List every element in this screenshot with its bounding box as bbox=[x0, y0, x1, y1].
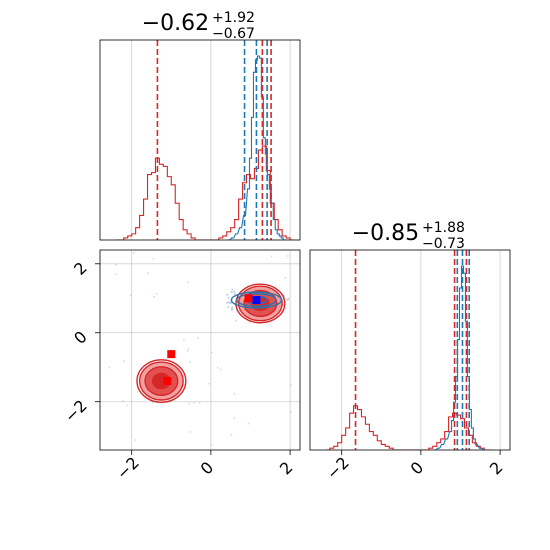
sample-point bbox=[189, 361, 192, 364]
blue-marker-3 bbox=[252, 296, 261, 304]
x-tick-label-0: −2 bbox=[323, 453, 353, 483]
red-cluster-a bbox=[136, 359, 187, 403]
scatter-2d-frame bbox=[99, 249, 301, 451]
sample-point bbox=[231, 288, 234, 291]
sample-point bbox=[247, 422, 250, 425]
sample-point bbox=[123, 360, 126, 363]
sample-point bbox=[230, 433, 233, 436]
scatter-2d-content bbox=[108, 251, 293, 447]
sample-point bbox=[182, 339, 185, 341]
sample-point bbox=[233, 392, 236, 395]
sample-point bbox=[146, 272, 149, 275]
hist-param1-ticks: −2 0 2 bbox=[323, 450, 507, 483]
sample-point bbox=[129, 294, 132, 297]
hist-param1-title: −0.85 +1.88 −0.73 bbox=[352, 217, 470, 252]
blue-hist-series bbox=[227, 55, 288, 240]
hist-param1-grid bbox=[341, 250, 501, 450]
hist-param0-title-plus: +1.92 bbox=[212, 10, 255, 26]
red-marker-0 bbox=[167, 350, 176, 359]
sample-point bbox=[151, 401, 154, 404]
red-cluster-a-contour-3 bbox=[136, 359, 187, 403]
sample-point bbox=[216, 366, 219, 369]
hist-param1-panel: −2 0 2 bbox=[309, 249, 511, 483]
sample-point bbox=[219, 368, 222, 371]
sample-point bbox=[115, 263, 117, 266]
hist-param0-grid bbox=[131, 40, 291, 240]
hist-param1-title-median: −0.85 bbox=[352, 221, 419, 246]
sample-point bbox=[286, 298, 289, 301]
sample-point bbox=[290, 384, 292, 386]
hist-param0-title-median: −0.62 bbox=[142, 11, 209, 36]
sample-point bbox=[134, 439, 137, 441]
sample-point bbox=[188, 402, 191, 405]
scatter-2d-grid bbox=[100, 250, 300, 450]
blue-cluster-contour-1 bbox=[236, 293, 277, 307]
sample-point bbox=[230, 291, 233, 294]
sample-point bbox=[230, 307, 233, 310]
sample-point bbox=[153, 295, 155, 298]
blue-cluster-contour-2 bbox=[230, 291, 283, 309]
sample-point bbox=[284, 277, 287, 279]
sample-point bbox=[227, 296, 230, 299]
sample-point bbox=[152, 257, 155, 260]
hist-param1-title-minus: −0.73 bbox=[422, 236, 465, 252]
sample-point bbox=[233, 417, 236, 420]
sample-point bbox=[186, 281, 189, 284]
sample-point bbox=[211, 351, 213, 354]
sample-point bbox=[126, 404, 129, 407]
x-tick-label-2: 2 bbox=[276, 458, 297, 479]
background-samples bbox=[108, 251, 293, 447]
sample-point bbox=[197, 336, 199, 339]
hist-param0-panel bbox=[99, 39, 301, 241]
sample-point bbox=[122, 400, 124, 403]
sample-point bbox=[193, 401, 196, 404]
blue-hist-series bbox=[433, 265, 490, 450]
sample-point bbox=[198, 402, 201, 404]
sample-point bbox=[114, 273, 117, 276]
sample-point bbox=[235, 319, 238, 322]
hist-param1-frame bbox=[309, 249, 511, 451]
x-tick-label-1: 0 bbox=[407, 458, 428, 479]
sample-point bbox=[233, 290, 236, 293]
red-hist-series bbox=[325, 405, 493, 450]
hist-param1-title-plus: +1.88 bbox=[422, 220, 465, 236]
sample-point bbox=[208, 383, 211, 385]
sample-point bbox=[187, 347, 190, 350]
hist-param0-title: −0.62 +1.92 −0.67 bbox=[142, 7, 260, 42]
sample-point bbox=[186, 349, 189, 352]
sample-point bbox=[227, 306, 230, 309]
sample-point bbox=[286, 255, 289, 257]
sample-point bbox=[210, 444, 212, 447]
sample-point bbox=[226, 301, 229, 304]
hist-param0-content bbox=[115, 40, 295, 240]
sample-point bbox=[227, 301, 230, 304]
scatter-2d-panel: −2 0 2 −2 0 2 bbox=[61, 249, 301, 483]
sample-point bbox=[155, 292, 158, 295]
x-tick-label-1: 0 bbox=[197, 458, 218, 479]
hist-param1-content bbox=[325, 250, 493, 450]
y-tick-label-1: 0 bbox=[70, 327, 91, 348]
sample-point bbox=[226, 293, 229, 296]
sample-point bbox=[233, 292, 236, 295]
hist-param0-frame bbox=[99, 39, 301, 241]
x-tick-label-2: 2 bbox=[486, 458, 507, 479]
x-tick-label-0: −2 bbox=[113, 453, 143, 483]
sample-point bbox=[231, 305, 234, 308]
sample-point bbox=[290, 411, 293, 414]
sample-point bbox=[189, 431, 191, 433]
sample-point bbox=[133, 251, 135, 254]
sample-point bbox=[270, 255, 273, 258]
red-marker-2 bbox=[244, 294, 253, 303]
y-tick-label-2: 2 bbox=[70, 258, 91, 279]
red-cluster-b-contour-3 bbox=[235, 283, 286, 324]
sample-point bbox=[108, 366, 111, 369]
red-marker-1 bbox=[163, 377, 172, 386]
hist-param0-title-minus: −0.67 bbox=[212, 26, 255, 42]
y-tick-label-0: −2 bbox=[61, 396, 91, 426]
